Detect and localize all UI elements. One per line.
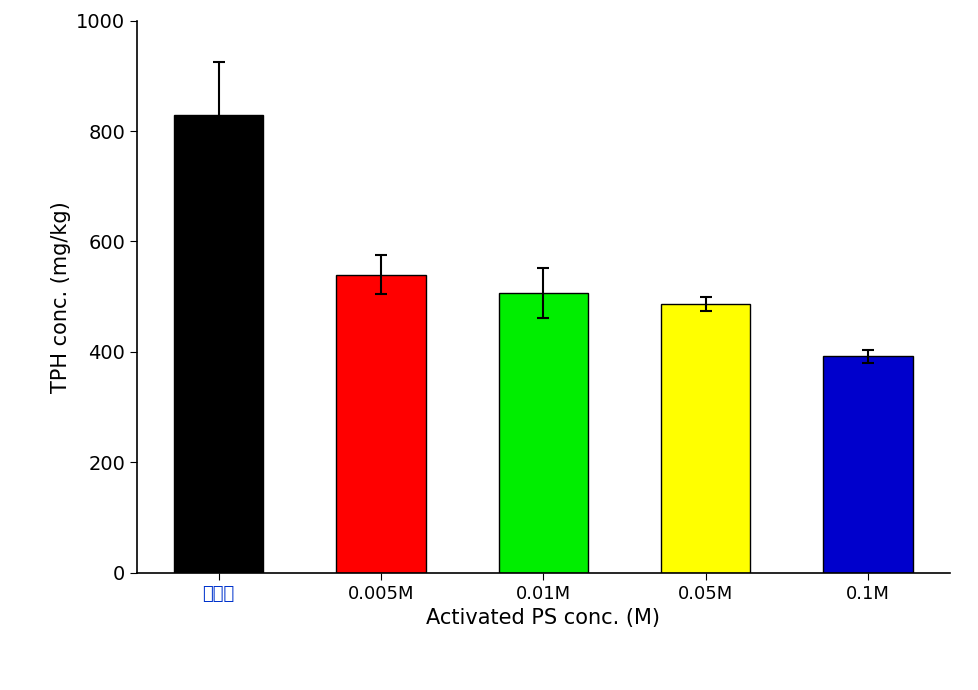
Bar <box>498 293 588 573</box>
Y-axis label: TPH conc. (mg/kg): TPH conc. (mg/kg) <box>51 201 70 393</box>
Bar <box>336 275 425 573</box>
Bar <box>660 304 749 573</box>
X-axis label: Activated PS conc. (M): Activated PS conc. (M) <box>425 608 660 628</box>
Bar <box>822 356 911 573</box>
Bar <box>174 115 263 573</box>
